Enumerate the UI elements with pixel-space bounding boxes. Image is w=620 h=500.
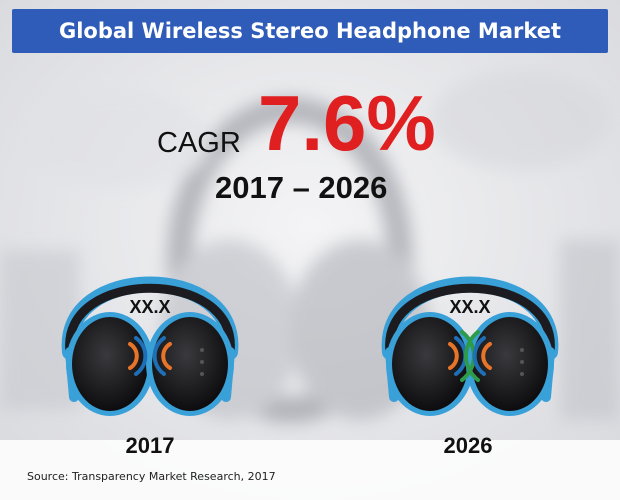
source-note: Source: Transparency Market Research, 20… [27,470,276,483]
value-2017: XX.X [129,297,171,317]
cagr-label: CAGR [157,127,241,159]
chart-title: Global Wireless Stereo Headphone Market [58,19,562,43]
headphone-2026-icon [381,276,559,416]
value-2026: XX.X [449,297,491,317]
cagr-period: 2017 – 2026 [215,170,388,205]
headphone-2017-icon [61,276,239,416]
year-2017: 2017 [125,433,175,458]
title-bar: Global Wireless Stereo Headphone Market [12,9,608,53]
year-2026: 2026 [443,433,493,458]
cagr-value: 7.6% [258,79,436,167]
